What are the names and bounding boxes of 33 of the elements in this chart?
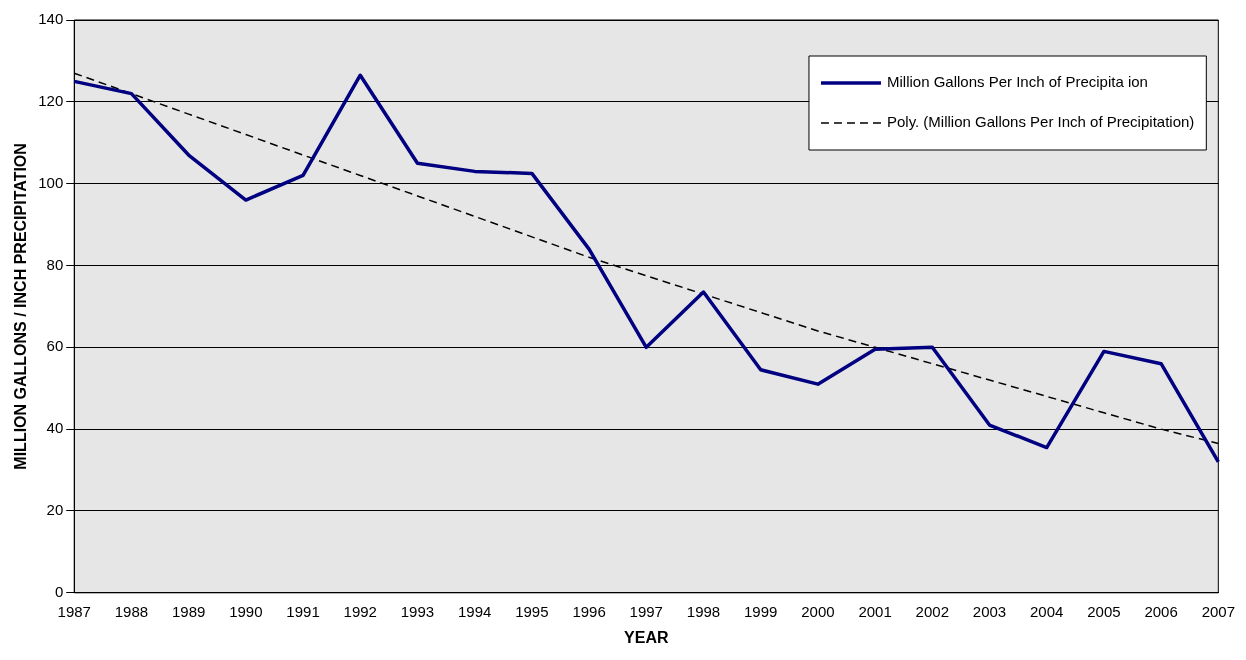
- x-tick-label: 1989: [171, 602, 206, 620]
- legend-label: Million Gallons Per Inch of Precipita ion: [886, 73, 1148, 91]
- x-tick-label: 2003: [972, 602, 1007, 620]
- y-tick-label: 0: [54, 582, 64, 600]
- x-tick-label: 2002: [915, 602, 949, 620]
- x-tick-label: 1993: [400, 602, 435, 620]
- y-axis-title: MILLION GALLONS / INCH PRECIPITATION: [12, 143, 30, 470]
- x-tick-label: 1988: [114, 602, 149, 620]
- x-tick-label: 1999: [743, 602, 778, 620]
- y-tick-label: 40: [46, 419, 64, 437]
- x-tick-label: 1996: [572, 602, 606, 620]
- y-tick-label: 60: [46, 337, 64, 355]
- x-tick-label: 1995: [515, 602, 549, 620]
- x-tick-label: 1990: [229, 602, 263, 620]
- legend-label: Poly. (Million Gallons Per Inch of Precipitation): [886, 113, 1195, 131]
- x-tick-label: 1997: [629, 602, 663, 620]
- y-tick-label: 20: [46, 501, 64, 519]
- x-tick-label: 2005: [1087, 602, 1121, 620]
- x-tick-label: 1998: [686, 602, 721, 620]
- x-tick-label: 2001: [858, 602, 892, 620]
- x-tick-label: 2007: [1201, 602, 1235, 620]
- x-tick-label: 2000: [801, 602, 835, 620]
- x-tick-label: 1994: [457, 602, 492, 620]
- x-tick-label: 2006: [1144, 602, 1178, 620]
- x-tick-label: 1991: [286, 602, 320, 620]
- y-tick-label: 120: [38, 91, 64, 109]
- y-tick-label: 100: [38, 173, 64, 191]
- x-tick-label: 1992: [343, 602, 377, 620]
- x-tick-label: 1987: [57, 602, 91, 620]
- x-axis-title: YEAR: [624, 628, 669, 646]
- y-tick-label: 80: [46, 255, 64, 273]
- y-tick-label: 140: [38, 10, 64, 28]
- x-tick-label: 2004: [1030, 602, 1064, 620]
